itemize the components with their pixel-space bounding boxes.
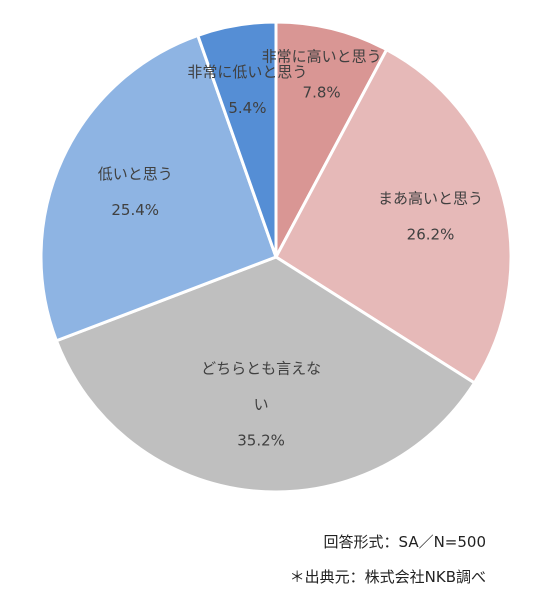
slice-label: どちらとも言えない 35.2% [201, 359, 321, 449]
slice-category-label: 非常に高いと思う [262, 48, 382, 66]
slice-value-label: 25.4% [111, 201, 159, 219]
slice-category-label: い [254, 395, 269, 413]
slice-label: 非常に高いと思う 7.8% [262, 48, 382, 102]
pie-slice [39, 33, 278, 343]
slice-label: 非常に低いと思う 5.4% [187, 63, 307, 117]
slice-value-label: 7.8% [303, 84, 341, 102]
slice-value-label: 26.2% [407, 225, 455, 243]
pie-slice [196, 20, 278, 259]
slice-value-label: 35.2% [237, 431, 285, 449]
slice-category-label: 低いと思う [98, 165, 173, 183]
slice-category-label: まあ高いと思う [378, 189, 483, 207]
pie-slice [274, 48, 513, 385]
survey-format-note: 回答形式：SA／N=500 [323, 533, 486, 551]
pie-slice [274, 20, 389, 259]
slice-category-label: どちらとも言えな [201, 359, 321, 377]
pie-slices [39, 20, 513, 494]
pie-labels: 非常に高いと思う 7.8% まあ高いと思う 26.2% どちらとも言えない 35.2% 低い… [98, 48, 483, 450]
slice-category-label: 非常に低いと思う [187, 63, 307, 81]
slice-label: まあ高いと思う 26.2% [378, 189, 483, 243]
source-note: ＊出典元：株式会社NKB調べ [289, 568, 486, 586]
slice-value-label: 5.4% [228, 99, 266, 117]
slice-label: 低いと思う 25.4% [98, 165, 173, 219]
pie-slice [54, 255, 476, 494]
